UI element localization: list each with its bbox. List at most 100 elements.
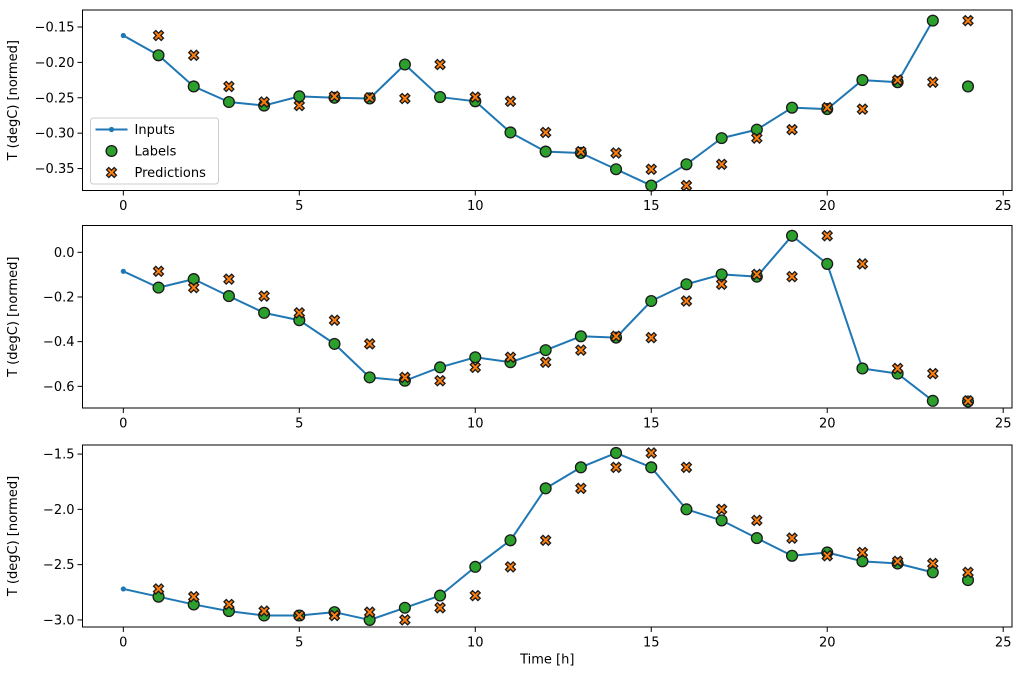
legend: Inputs Labels Predictions [90,117,219,185]
label-marker [856,555,869,568]
prediction-marker [469,91,482,103]
label-marker [856,74,869,87]
label-marker [398,601,411,614]
label-marker [680,278,693,291]
prediction-marker [715,278,728,291]
prediction-marker [223,273,235,285]
prediction-marker [258,96,270,108]
y-axis-label: T (degC) [normed] [6,40,21,161]
axes-frame [82,444,1013,628]
label-marker [926,394,939,407]
legend-x-sample [105,166,118,179]
axes-frame [82,225,1013,409]
prediction-marker [962,394,974,407]
prediction-marker [750,132,763,144]
prediction-marker [786,123,798,136]
prediction-marker [328,90,341,103]
label-marker [504,126,517,139]
prediction-marker [223,80,235,93]
prediction-marker [187,49,200,62]
prediction-marker [574,344,587,357]
x-tick-label: 5 [295,636,303,651]
x-tick-label: 20 [819,636,836,651]
label-marker [715,268,728,281]
label-marker [434,361,447,374]
prediction-marker [926,557,939,570]
label-marker [293,90,306,103]
prediction-marker [293,609,306,622]
y-tick-label: −0.25 [35,91,75,106]
label-marker [574,461,587,474]
label-marker [539,145,552,158]
x-tick-label: 25 [995,417,1012,432]
prediction-marker [539,126,552,139]
prediction-marker [504,95,517,108]
prediction-marker [399,371,411,384]
label-marker [645,179,658,192]
label-marker [680,503,693,516]
prediction-marker [152,29,165,42]
x-tick-label: 25 [995,636,1012,651]
prediction-marker [610,330,622,343]
y-tick-label: −3.0 [43,613,75,628]
predictions-series [152,229,974,407]
prediction-marker [504,560,517,573]
prediction-marker [821,549,834,562]
prediction-marker [539,356,552,369]
prediction-marker [645,447,658,459]
prediction-marker [926,76,939,89]
label-marker [363,371,376,384]
legend-item-label: Predictions [135,166,207,181]
prediction-marker [610,147,622,159]
label-marker [961,80,975,93]
label-marker [645,461,658,474]
x-tick-label: 10 [467,417,484,432]
x-tick-label: 0 [119,199,127,214]
prediction-marker [539,534,552,547]
subplot-0: 0 5 10 15 20 25 −0.15 −0.20 −0.25 −0.30 −0.35 T (de… [6,9,1013,214]
label-marker [574,330,587,343]
prediction-marker [434,374,446,387]
subplot-1: 0 5 10 15 20 25 0.0 −0.2 −0.4 −0.6 T (degC) [norme… [6,225,1013,432]
x-tick-label: 15 [643,199,660,214]
y-tick-label: 0.0 [54,246,75,261]
input-dot [120,32,126,39]
prediction-marker [152,583,165,595]
label-marker [434,91,447,104]
label-marker [680,158,693,171]
x-axis-title: Time [h] [519,653,574,668]
prediction-marker [434,601,446,614]
prediction-marker [328,609,341,622]
prediction-marker [750,268,763,281]
prediction-marker [187,281,200,294]
label-marker [715,514,728,527]
label-marker [469,560,482,573]
prediction-marker [293,306,306,319]
y-tick-label: −0.6 [43,380,75,395]
input-dot [120,268,126,274]
label-marker [785,101,799,114]
label-marker [856,362,869,375]
label-marker [152,49,165,62]
prediction-marker [152,265,165,278]
label-marker [926,566,939,579]
x-tick-label: 10 [467,636,484,651]
x-tick-label: 20 [819,199,836,214]
prediction-marker [962,14,974,27]
y-tick-label: −1.5 [43,448,75,463]
y-tick-label: −0.30 [35,127,75,142]
legend-box [90,117,219,185]
label-marker [821,257,834,270]
prediction-marker [962,566,974,579]
prediction-marker [821,101,834,114]
x-tick-label: 5 [295,417,303,432]
y-tick-label: −0.4 [43,335,75,350]
x-tick-label: 0 [119,417,127,432]
prediction-marker [328,314,341,327]
legend-circle-sample [105,144,118,158]
prediction-marker [786,532,798,544]
predictions-series [152,447,974,626]
label-marker [222,290,235,303]
